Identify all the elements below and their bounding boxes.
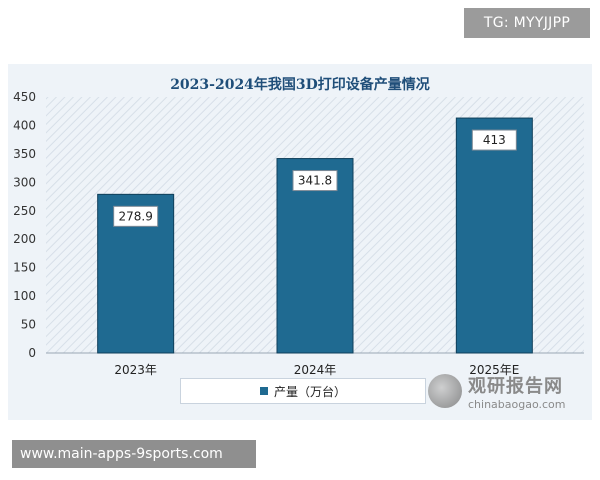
y-tick-label: 350 [13,147,36,161]
legend-swatch [259,387,268,395]
data-label-box [292,170,338,192]
x-tick-label: 2024年 [294,363,337,377]
y-tick-label: 250 [13,204,36,218]
watermark-title: 观研报告网 [468,376,563,397]
bar [455,117,533,354]
tg-badge: TG: MYYJJPP [464,8,590,38]
site-url-badge: www.main-apps-9sports.com [12,440,256,468]
legend: 产量（万台） [180,378,426,404]
y-tick-label: 50 [21,318,36,332]
chart-title: 2023-2024年我国3D打印设备产量情况 [170,77,430,93]
y-tick-label: 400 [13,118,36,132]
data-label-box [471,129,517,151]
watermark-logo: 观研报告网 chinabaogao.com [428,372,596,416]
y-tick-label: 300 [13,175,36,189]
y-tick-label: 200 [13,232,36,246]
y-tick-label: 0 [28,346,36,360]
data-label: 413 [483,133,506,147]
legend-label: 产量（万台） [273,384,346,399]
y-tick-label: 450 [13,90,36,104]
globe-icon [428,374,462,408]
y-tick-label: 150 [13,261,36,275]
data-label-box [113,205,159,227]
x-tick-label: 2025年E [469,363,519,377]
data-label: 278.9 [118,209,152,223]
y-axis: 0 50 100 150 200 250 300 350 400 450 [13,90,36,360]
bars: 278.9 341.8 413 [97,117,533,354]
x-tick-label: 2023年 [114,363,157,377]
watermark-url: chinabaogao.com [468,398,566,411]
data-label: 341.8 [298,174,332,188]
y-tick-label: 100 [13,289,36,303]
